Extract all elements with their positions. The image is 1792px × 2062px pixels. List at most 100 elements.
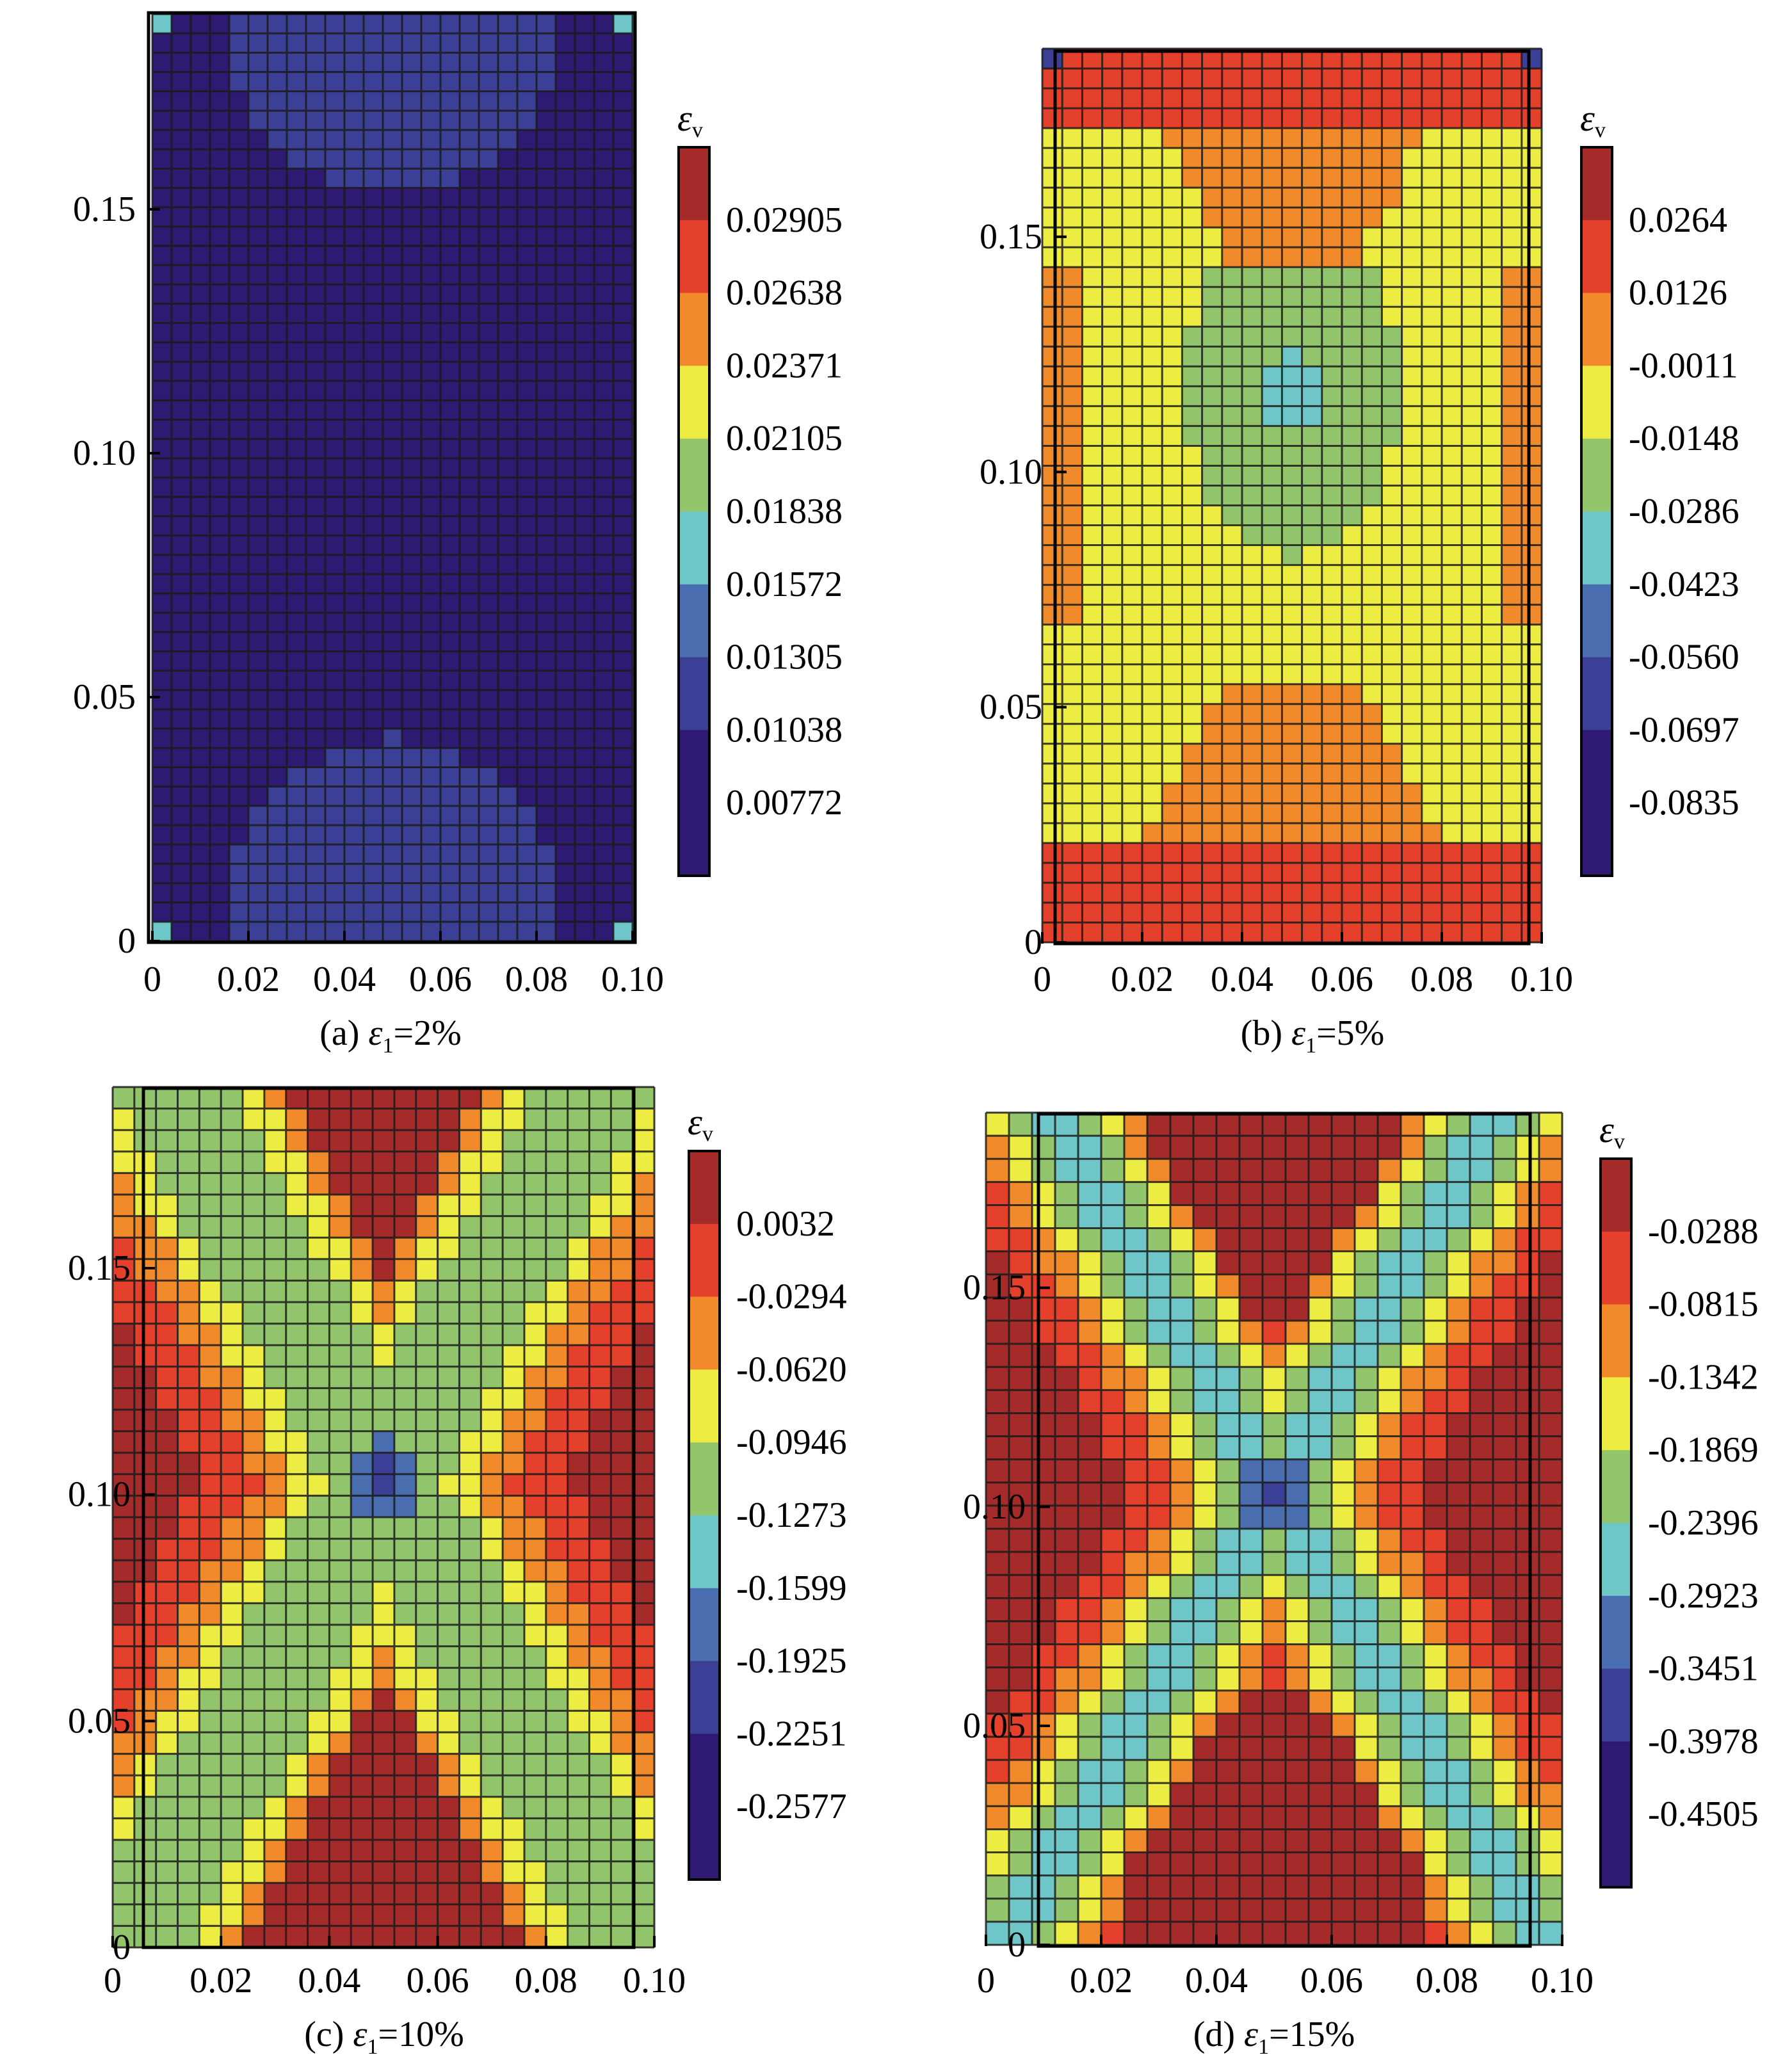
contour-cell bbox=[479, 651, 499, 672]
contour-cell bbox=[1242, 803, 1263, 824]
panel-3: 0 0.02 0.04 0.06 0.08 0.1000.050.100.150.0032… bbox=[68, 1086, 847, 2059]
contour-cell bbox=[517, 786, 537, 807]
contour-cell bbox=[1401, 1760, 1425, 1784]
contour-cell bbox=[421, 284, 441, 305]
contour-cell bbox=[556, 883, 576, 903]
contour-cell bbox=[1062, 505, 1083, 526]
contour-cell bbox=[1193, 1228, 1217, 1252]
contour-cell bbox=[524, 1732, 547, 1755]
contour-cell bbox=[1202, 644, 1223, 665]
contour-cell bbox=[1262, 783, 1282, 804]
contour-cell bbox=[306, 110, 326, 131]
contour-cell bbox=[575, 709, 595, 729]
contour-cell bbox=[524, 1646, 547, 1668]
contour-cell bbox=[460, 825, 480, 845]
contour-cell bbox=[1078, 1482, 1102, 1506]
contour-cell bbox=[1182, 842, 1203, 864]
contour-cell bbox=[1286, 1274, 1309, 1298]
contour-cell bbox=[1342, 366, 1362, 387]
contour-cell bbox=[210, 52, 230, 73]
contour-cell bbox=[986, 1159, 1010, 1182]
contour-cell bbox=[1302, 723, 1323, 745]
contour-cell bbox=[383, 130, 403, 150]
contour-cell bbox=[402, 72, 422, 92]
contour-cell bbox=[1242, 128, 1263, 149]
contour-cell bbox=[556, 226, 576, 246]
contour-cell bbox=[199, 1108, 222, 1131]
contour-cell bbox=[589, 1388, 611, 1410]
contour-cell bbox=[113, 1388, 135, 1410]
contour-cell bbox=[594, 149, 614, 169]
contour-cell bbox=[1521, 584, 1542, 606]
contour-cell bbox=[1501, 68, 1522, 89]
contour-cell bbox=[1401, 88, 1423, 109]
contour-cell bbox=[191, 478, 211, 497]
contour-cell bbox=[1321, 842, 1343, 864]
contour-cell bbox=[1355, 1436, 1378, 1460]
contour-cell bbox=[1182, 862, 1203, 883]
contour-cell bbox=[1082, 604, 1103, 625]
contour-cell bbox=[286, 1581, 309, 1604]
x-tick-label: 0.08 bbox=[1410, 960, 1473, 999]
colorbar-segment bbox=[689, 1807, 720, 1880]
contour-cell bbox=[1424, 1505, 1448, 1529]
contour-cell bbox=[1470, 1344, 1494, 1367]
contour-cell bbox=[1421, 823, 1442, 844]
contour-cell bbox=[1170, 1482, 1194, 1506]
contour-cell bbox=[1170, 1875, 1194, 1899]
contour-cell bbox=[556, 689, 576, 710]
contour-cell bbox=[248, 14, 268, 34]
contour-cell bbox=[1401, 604, 1423, 625]
contour-cell bbox=[1382, 406, 1403, 427]
contour-cell bbox=[1382, 247, 1403, 268]
contour-cell bbox=[1302, 108, 1323, 129]
contour-cell bbox=[1539, 1529, 1563, 1552]
contour-cell bbox=[498, 767, 518, 787]
contour-cell bbox=[1382, 505, 1403, 526]
contour-cell bbox=[325, 805, 345, 826]
contour-cell bbox=[1032, 1737, 1056, 1760]
contour-cell bbox=[1062, 267, 1083, 287]
contour-cell bbox=[325, 458, 345, 478]
contour-cell bbox=[134, 1495, 157, 1518]
contour-cell bbox=[1286, 1297, 1309, 1321]
contour-cell bbox=[344, 33, 364, 53]
contour-cell bbox=[221, 1625, 243, 1647]
contour-cell bbox=[421, 921, 441, 942]
contour-cell bbox=[1321, 545, 1343, 566]
contour-cell bbox=[268, 246, 287, 266]
contour-cell bbox=[1501, 545, 1522, 566]
contour-cell bbox=[1355, 1321, 1378, 1344]
contour-cell bbox=[1332, 1436, 1355, 1460]
contour-cell bbox=[459, 1796, 481, 1819]
contour-cell bbox=[286, 1259, 309, 1281]
contour-cell bbox=[306, 767, 326, 787]
contour-cell bbox=[1362, 406, 1382, 427]
contour-cell bbox=[556, 593, 576, 613]
contour-cell bbox=[524, 1431, 547, 1453]
contour-cell bbox=[1481, 128, 1503, 149]
contour-cell bbox=[1182, 704, 1203, 725]
contour-cell bbox=[1332, 1344, 1355, 1367]
contour-cell bbox=[1421, 565, 1442, 586]
contour-cell bbox=[1355, 1598, 1378, 1622]
contour-cell bbox=[1516, 1159, 1540, 1182]
contour-cell bbox=[1263, 1251, 1286, 1275]
contour-cell bbox=[1309, 1806, 1332, 1830]
contour-cell bbox=[307, 1560, 330, 1583]
contour-cell bbox=[440, 651, 460, 672]
contour-cell bbox=[1078, 1806, 1102, 1830]
contour-cell bbox=[611, 1732, 633, 1755]
contour-cell bbox=[517, 188, 537, 208]
contour-cell bbox=[611, 1796, 633, 1819]
contour-cell bbox=[594, 342, 614, 362]
contour-cell bbox=[287, 613, 307, 632]
contour-cell bbox=[1082, 684, 1103, 705]
contour-cell bbox=[1124, 1552, 1148, 1575]
contour-cell bbox=[243, 1668, 265, 1690]
contour-cell bbox=[248, 342, 268, 362]
contour-cell bbox=[113, 1517, 135, 1540]
contour-cell bbox=[1122, 545, 1143, 566]
contour-cell bbox=[264, 1625, 287, 1647]
contour-cell bbox=[1424, 1783, 1448, 1807]
